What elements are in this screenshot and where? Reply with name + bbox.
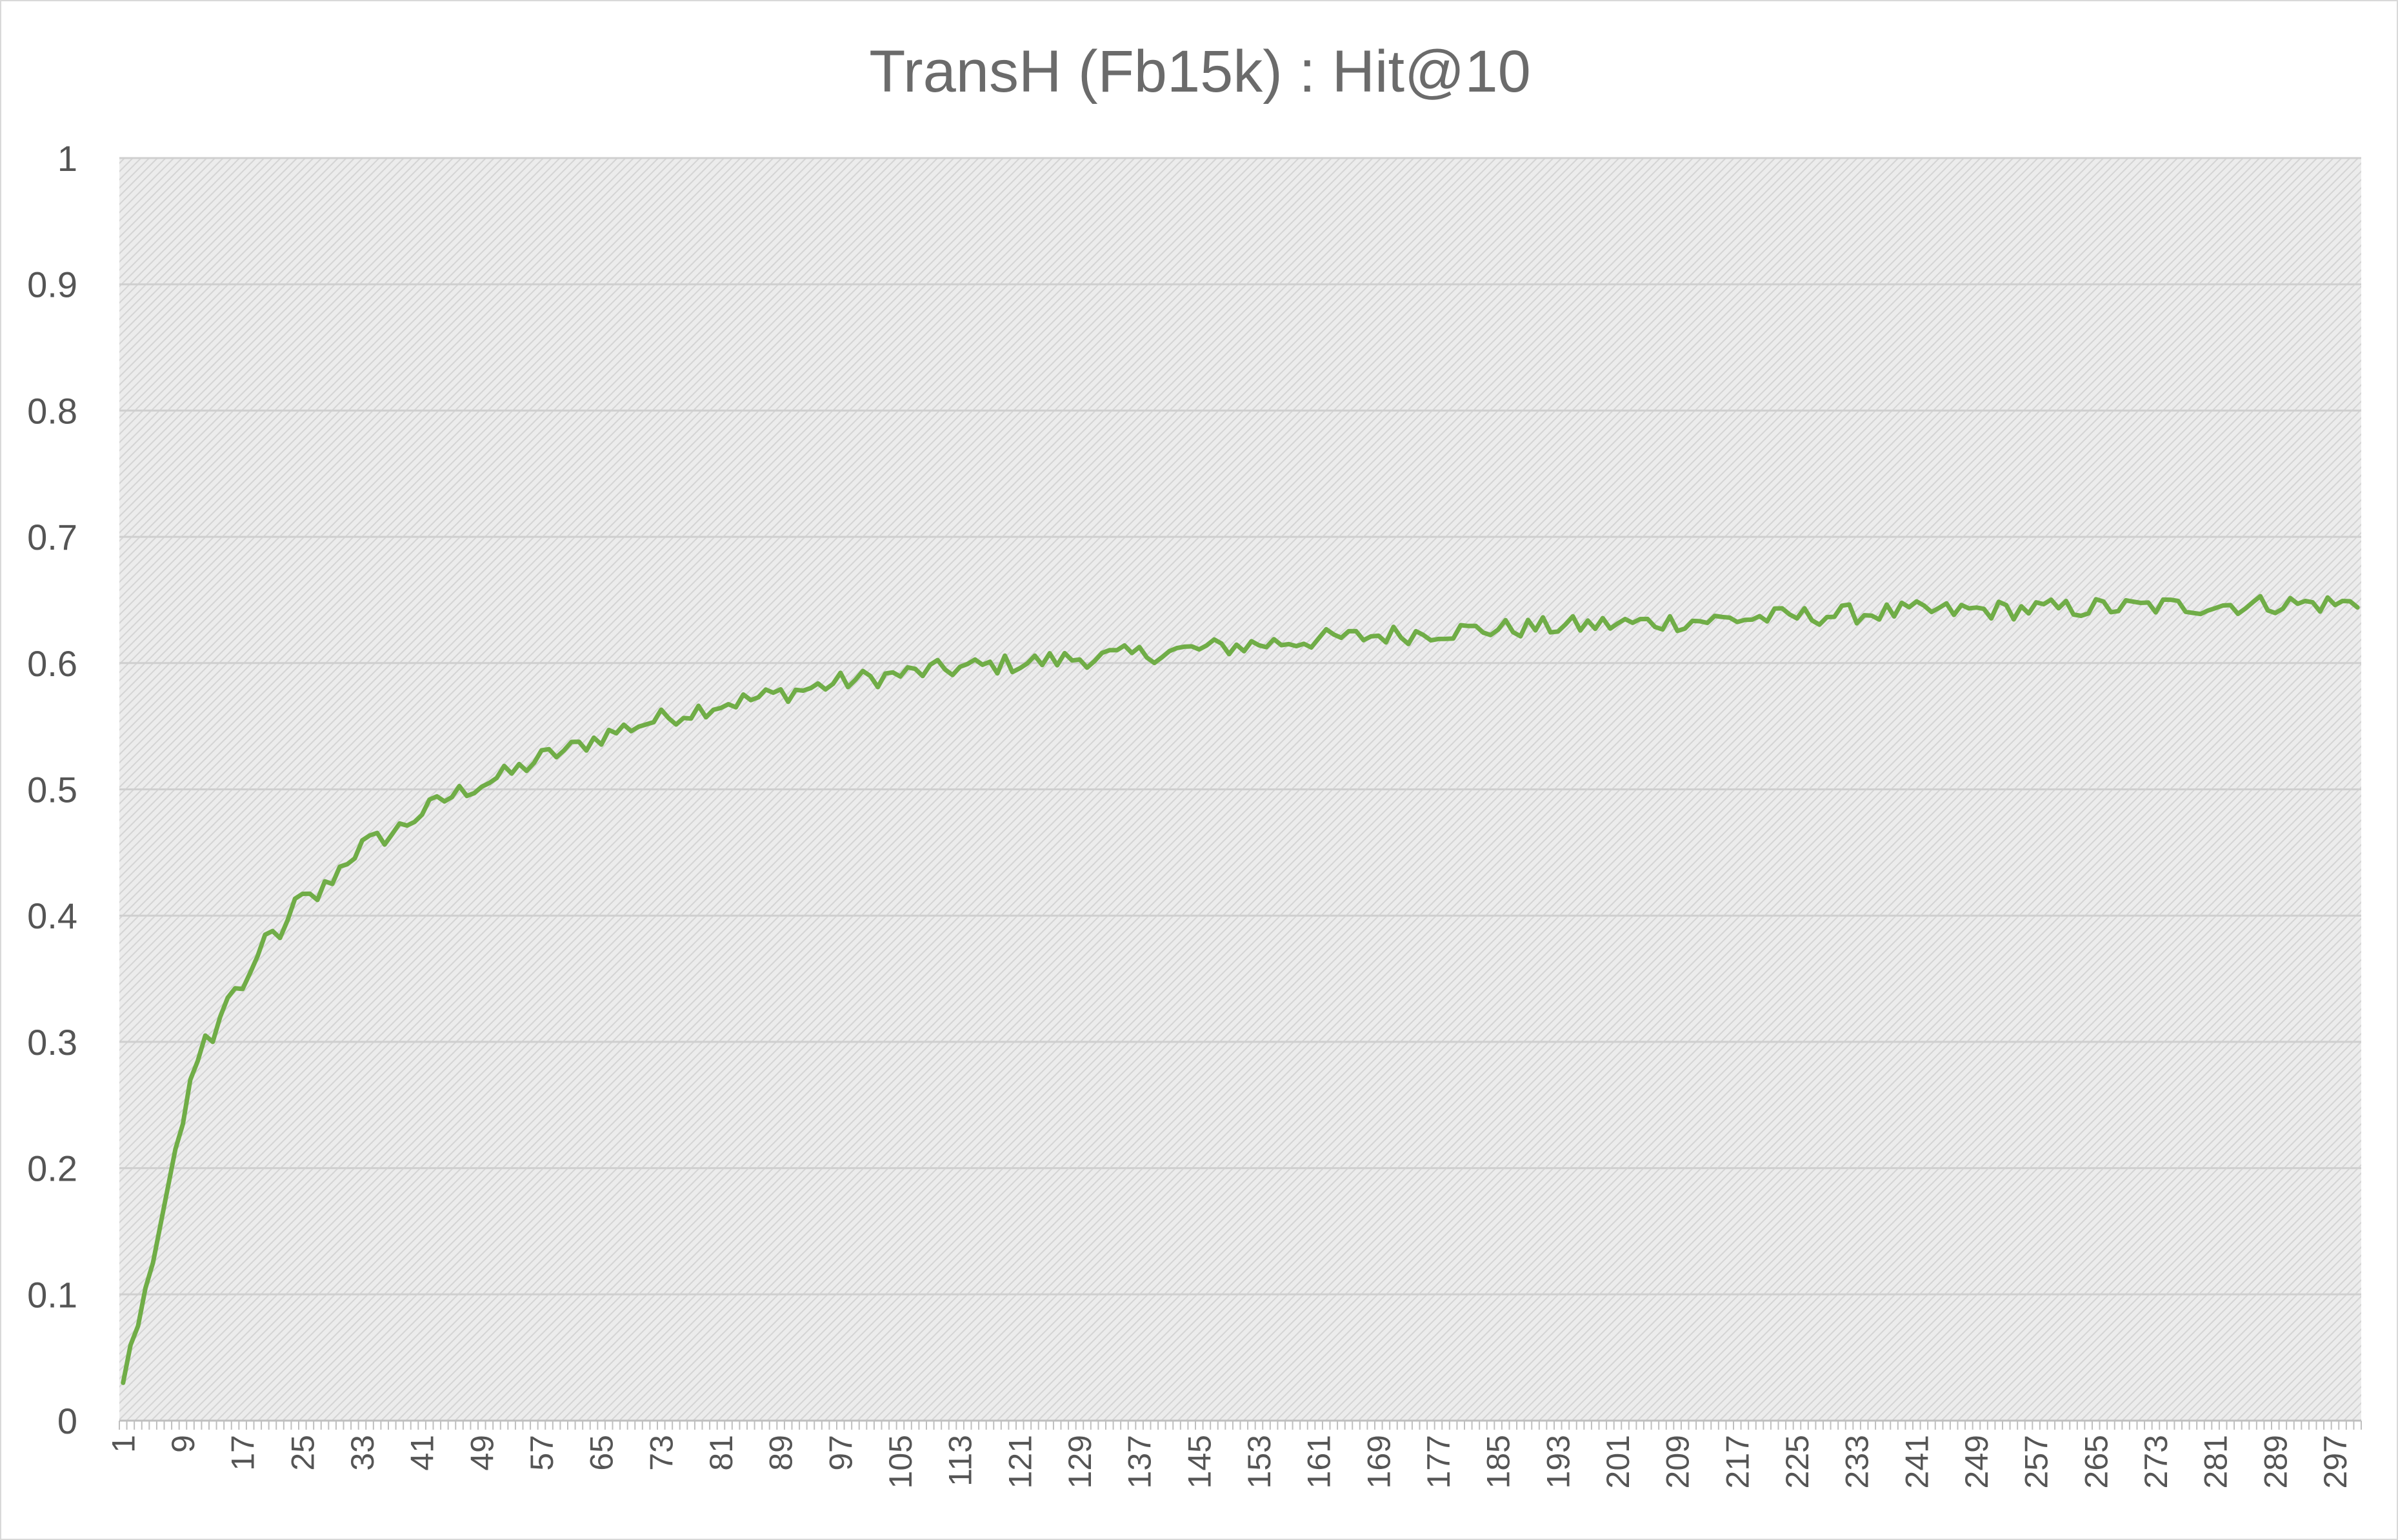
x-tick-label: 1 <box>105 1435 141 1453</box>
x-tick-label: 65 <box>584 1435 620 1471</box>
series-line <box>121 594 2360 1385</box>
x-tick-label: 185 <box>1481 1435 1517 1488</box>
y-tick-label: 0.6 <box>27 643 77 684</box>
x-tick-label: 281 <box>2198 1435 2234 1488</box>
y-tick-label: 0.5 <box>27 770 77 810</box>
x-tick-label: 89 <box>763 1435 799 1471</box>
x-tick-label: 217 <box>1719 1435 1755 1488</box>
y-tick-label: 0.3 <box>27 1022 77 1063</box>
x-tick-label: 201 <box>1600 1435 1636 1488</box>
x-tick-label: 121 <box>1002 1435 1038 1488</box>
x-tick-label: 297 <box>2317 1435 2353 1488</box>
x-tick-label: 161 <box>1301 1435 1337 1488</box>
y-tick-label: 0.7 <box>27 517 77 557</box>
x-tick-label: 193 <box>1540 1435 1576 1488</box>
y-tick-label: 0.2 <box>27 1148 77 1189</box>
x-tick-label: 265 <box>2078 1435 2114 1488</box>
y-tick-label: 0.8 <box>27 390 77 431</box>
x-tick-label: 9 <box>165 1435 201 1453</box>
x-tick-label: 289 <box>2257 1435 2293 1488</box>
x-tick-label: 257 <box>2019 1435 2055 1488</box>
x-tick-label: 249 <box>1959 1435 1995 1488</box>
axes: 0 0.1 0.2 0.3 0.4 0.5 0.6 0.7 0.8 0.9 1 1 9 17 25 33 41 4… <box>27 138 2362 1488</box>
x-tick-label: 169 <box>1361 1435 1397 1488</box>
x-tick-label: 129 <box>1062 1435 1098 1488</box>
y-tick-label: 1 <box>57 138 77 179</box>
x-tick-label: 225 <box>1779 1435 1815 1488</box>
x-tick-label: 105 <box>883 1435 919 1488</box>
x-tick-label: 49 <box>464 1435 500 1471</box>
x-tick-label: 241 <box>1899 1435 1935 1488</box>
x-tick-label: 273 <box>2138 1435 2174 1488</box>
x-tick-label: 41 <box>405 1435 441 1471</box>
x-tick-label: 17 <box>225 1435 261 1471</box>
x-tick-label: 113 <box>943 1435 979 1486</box>
chart-title: TransH (Fb15k) : Hit@10 <box>869 39 1531 105</box>
x-tick-label: 145 <box>1181 1435 1217 1488</box>
x-tick-label: 73 <box>643 1435 679 1471</box>
x-tick-label: 209 <box>1660 1435 1696 1488</box>
y-tick-label: 0.1 <box>27 1274 77 1315</box>
y-tick-label: 0.4 <box>27 895 77 936</box>
gridlines <box>119 157 2361 1295</box>
x-tick-label: 153 <box>1241 1435 1277 1488</box>
y-tick-label: 0.9 <box>27 265 77 305</box>
x-tick-label: 81 <box>703 1435 739 1471</box>
y-tick-label: 0 <box>57 1401 77 1441</box>
x-tick-label: 57 <box>524 1435 560 1471</box>
x-tick-label: 233 <box>1839 1435 1875 1488</box>
x-tick-label: 177 <box>1421 1435 1457 1488</box>
x-tick-label: 97 <box>823 1435 859 1471</box>
x-tick-label: 33 <box>345 1435 381 1471</box>
x-tick-label: 25 <box>285 1435 321 1471</box>
series-layer <box>121 594 2360 1385</box>
x-tick-label: 137 <box>1122 1435 1158 1488</box>
